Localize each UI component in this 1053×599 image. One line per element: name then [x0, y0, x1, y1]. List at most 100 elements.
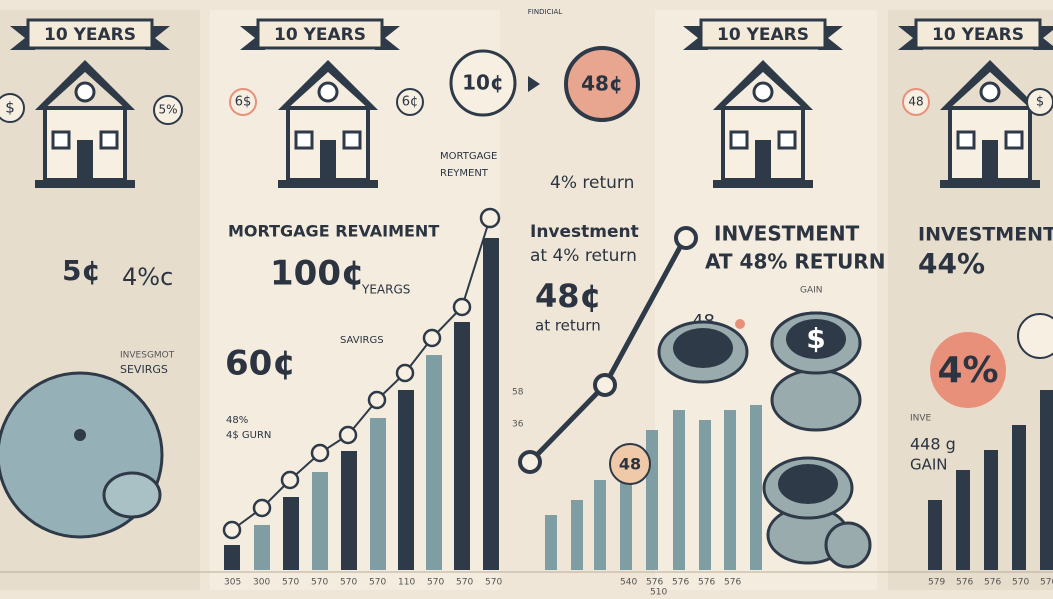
decoration-rect	[673, 410, 685, 570]
decoration-circle	[338, 425, 358, 445]
label: YEARGS	[361, 283, 410, 297]
label: at return	[535, 317, 601, 335]
decoration-circle	[280, 470, 300, 490]
label: 6¢	[402, 95, 419, 110]
decoration-rect	[699, 420, 711, 570]
label: SEVIRGS	[120, 363, 168, 376]
decoration-circle	[1026, 88, 1053, 116]
label: 58	[512, 388, 524, 398]
decoration-polygon	[528, 76, 540, 92]
label: $	[5, 99, 15, 117]
label: 4$ GURN	[226, 430, 271, 441]
decoration-rect	[594, 480, 606, 570]
decoration-polyline	[231, 217, 491, 531]
label: 48¢	[581, 72, 623, 96]
axis-label: 570	[427, 578, 444, 588]
label: $	[806, 322, 825, 355]
axis-label: 570	[456, 578, 473, 588]
decoration-g	[222, 207, 501, 540]
label: SAVIRGS	[340, 335, 384, 346]
decoration-circle	[564, 46, 640, 122]
decoration-rect	[426, 355, 442, 570]
decoration-circle	[367, 390, 387, 410]
decoration-circle	[609, 443, 651, 485]
label: FINDICIAL	[528, 8, 563, 16]
decoration-circle	[1017, 313, 1053, 359]
axis-label: 540	[620, 578, 637, 588]
label: INVESTMENT	[714, 222, 860, 246]
decoration-rect	[750, 405, 762, 570]
decoration-use	[762, 456, 854, 520]
decoration-circle	[479, 207, 501, 229]
decoration-circle	[824, 521, 872, 569]
decoration-rect	[646, 430, 658, 570]
axis-label: 576	[956, 578, 973, 588]
label: 6$	[235, 95, 252, 110]
decoration-circle	[449, 49, 517, 117]
axis-label: 576	[646, 578, 663, 588]
decoration-g	[545, 405, 762, 570]
label: 4%c	[122, 263, 173, 291]
label: 48¢	[535, 277, 602, 315]
label: 4% return	[550, 173, 634, 193]
decoration-rect	[254, 525, 270, 570]
decoration-rect	[545, 515, 557, 570]
label: AT 48% RETURN	[705, 250, 885, 274]
axis-label: 570	[485, 578, 502, 588]
decoration-rect	[454, 322, 470, 570]
decoration-rect	[370, 418, 386, 570]
decoration-rect	[312, 472, 328, 570]
decoration-rect	[483, 238, 499, 570]
label: 48	[619, 455, 641, 474]
decoration-circle	[422, 328, 442, 348]
label: MORTGAGE REVAIMENT	[228, 222, 439, 241]
axis-label: 576	[672, 578, 689, 588]
decoration-circle	[518, 450, 542, 474]
decoration-rect	[1012, 425, 1026, 570]
decoration-circle	[310, 443, 330, 463]
decoration-circle	[0, 93, 25, 123]
decoration-circle	[395, 363, 415, 383]
label: 44%	[918, 247, 985, 280]
label: INVESTMENT	[918, 224, 1053, 246]
axis-label: 576	[698, 578, 715, 588]
decoration-g	[928, 390, 1053, 570]
axis-label: 300	[253, 578, 270, 588]
label: 10 YEARS	[44, 25, 136, 45]
label: 48	[908, 95, 923, 109]
axis-label: 570	[282, 578, 299, 588]
decoration-circle	[396, 88, 424, 116]
decoration-rect	[620, 460, 632, 570]
label: $	[1036, 95, 1044, 110]
label: GAIN	[910, 456, 948, 474]
label: REYMENT	[440, 168, 489, 179]
decoration-circle	[222, 520, 242, 540]
decoration-circle	[252, 498, 272, 518]
label: 4%	[937, 350, 998, 391]
axis-label: 570	[1040, 578, 1053, 588]
axis-label: 576	[724, 578, 741, 588]
label: 60¢	[225, 344, 296, 384]
decoration-rect	[224, 545, 240, 570]
label: 36	[512, 420, 524, 430]
decoration-circle	[902, 88, 930, 116]
decoration-circle	[74, 429, 86, 441]
label: 48%	[226, 415, 248, 426]
decoration-circle	[153, 95, 183, 125]
axis-label: 579	[928, 578, 945, 588]
label: 10 YEARS	[274, 25, 366, 45]
decoration-circle	[930, 332, 1006, 408]
label: INVE	[910, 414, 932, 424]
label: INVESGMOT	[120, 351, 175, 361]
label: 5%	[158, 103, 177, 117]
axis-label: 570	[1012, 578, 1029, 588]
decoration-rect	[283, 497, 299, 570]
decoration-rect	[1040, 390, 1053, 570]
axis-label: 570	[369, 578, 386, 588]
axis-label: 110	[398, 578, 415, 588]
label: 510	[650, 588, 667, 598]
label: 100¢	[270, 254, 365, 294]
label: 448 g	[910, 435, 956, 454]
decoration-circle	[593, 373, 617, 397]
decoration-rect	[341, 451, 357, 570]
